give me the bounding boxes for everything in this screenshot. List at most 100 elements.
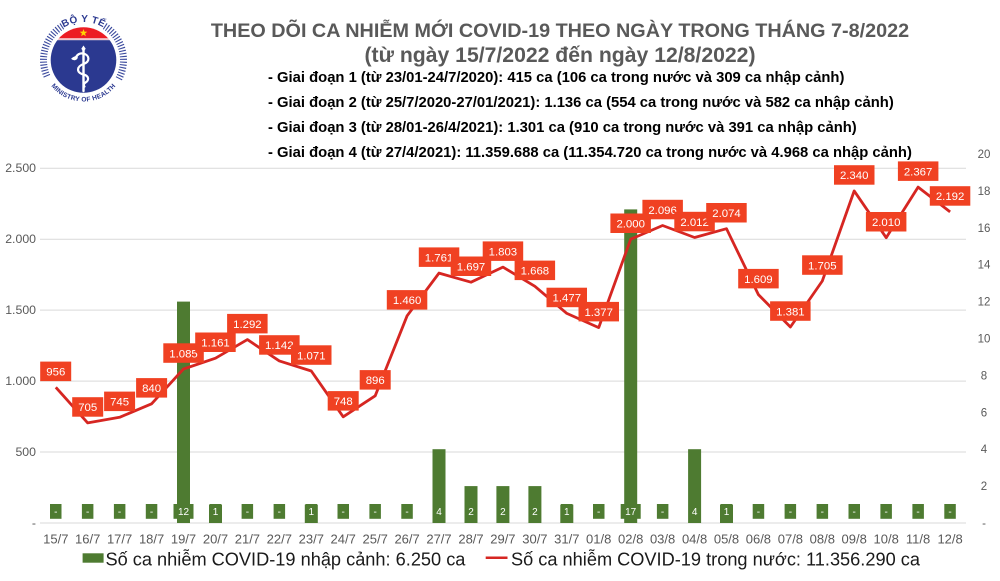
svg-text:2.500: 2.500 [5, 161, 36, 175]
svg-text:1.142: 1.142 [265, 340, 294, 352]
svg-text:-: - [982, 518, 986, 530]
svg-text:1.761: 1.761 [425, 252, 454, 264]
svg-text:1.705: 1.705 [808, 260, 837, 272]
svg-text:1.085: 1.085 [169, 348, 198, 360]
svg-text:2: 2 [468, 507, 474, 518]
svg-text:2.000: 2.000 [616, 219, 645, 231]
svg-text:2.192: 2.192 [936, 191, 965, 203]
svg-text:1: 1 [564, 507, 570, 518]
svg-text:1.477: 1.477 [553, 293, 582, 305]
svg-text:-: - [661, 507, 664, 518]
svg-text:1.668: 1.668 [521, 266, 550, 278]
svg-text:26/7: 26/7 [394, 531, 419, 546]
svg-text:1.071: 1.071 [297, 350, 326, 362]
svg-text:745: 745 [110, 397, 129, 409]
svg-text:20: 20 [978, 149, 991, 161]
svg-text:05/8: 05/8 [714, 531, 739, 546]
svg-text:18: 18 [978, 186, 991, 198]
svg-text:23/7: 23/7 [299, 531, 324, 546]
svg-text:19/7: 19/7 [171, 531, 196, 546]
svg-text:20/7: 20/7 [203, 531, 228, 546]
svg-text:-: - [789, 507, 792, 518]
svg-text:12: 12 [978, 297, 991, 309]
svg-text:6: 6 [981, 407, 987, 419]
svg-text:11/8: 11/8 [906, 531, 930, 546]
svg-text:-: - [86, 507, 89, 518]
svg-text:-: - [54, 507, 57, 518]
svg-text:4: 4 [692, 507, 698, 518]
svg-text:2.010: 2.010 [872, 217, 901, 229]
svg-text:-: - [342, 507, 345, 518]
svg-text:956: 956 [46, 367, 65, 379]
svg-text:-: - [32, 516, 36, 530]
svg-text:500: 500 [15, 445, 36, 459]
svg-text:21/7: 21/7 [235, 531, 260, 546]
svg-text:-: - [150, 507, 153, 518]
svg-text:896: 896 [366, 375, 385, 387]
svg-text:1.460: 1.460 [393, 295, 422, 307]
svg-text:-: - [278, 507, 281, 518]
svg-text:04/8: 04/8 [682, 531, 707, 546]
svg-text:24/7: 24/7 [331, 531, 356, 546]
svg-text:18/7: 18/7 [139, 531, 164, 546]
svg-text:28/7: 28/7 [458, 531, 483, 546]
svg-text:10/8: 10/8 [874, 531, 899, 546]
svg-text:2.340: 2.340 [840, 170, 869, 182]
svg-text:2.096: 2.096 [648, 205, 677, 217]
svg-text:1: 1 [724, 507, 730, 518]
svg-text:-: - [118, 507, 121, 518]
svg-text:1.292: 1.292 [233, 319, 262, 331]
svg-text:02/8: 02/8 [618, 531, 643, 546]
svg-text:06/8: 06/8 [746, 531, 771, 546]
svg-text:1.161: 1.161 [201, 338, 230, 350]
svg-text:-: - [374, 507, 377, 518]
svg-text:BỘ Y TẾ: BỘ Y TẾ [60, 12, 108, 30]
svg-text:17/7: 17/7 [107, 531, 132, 546]
svg-text:-: - [885, 507, 888, 518]
svg-text:1.377: 1.377 [584, 307, 613, 319]
svg-text:8: 8 [981, 370, 987, 382]
svg-text:-: - [821, 507, 824, 518]
svg-text:16/7: 16/7 [75, 531, 100, 546]
svg-text:2.074: 2.074 [712, 208, 741, 220]
svg-text:1.381: 1.381 [776, 306, 805, 318]
svg-text:Số ca nhiễm COVID-19 nhập cảnh: Số ca nhiễm COVID-19 nhập cảnh: 6.250 ca [106, 549, 467, 570]
svg-text:1.609: 1.609 [744, 274, 773, 286]
svg-text:1.500: 1.500 [5, 303, 36, 317]
svg-text:1.000: 1.000 [5, 374, 36, 388]
svg-text:1: 1 [309, 507, 315, 518]
svg-text:30/7: 30/7 [522, 531, 547, 546]
svg-text:-: - [246, 507, 249, 518]
svg-text:4: 4 [436, 507, 442, 518]
svg-text:09/8: 09/8 [842, 531, 867, 546]
svg-text:29/7: 29/7 [490, 531, 515, 546]
svg-text:Số ca nhiễm COVID-19 trong nướ: Số ca nhiễm COVID-19 trong nước: 11.356.… [511, 549, 921, 570]
svg-text:2.367: 2.367 [904, 166, 933, 178]
svg-text:748: 748 [334, 396, 353, 408]
svg-text:1.803: 1.803 [489, 246, 518, 258]
svg-text:1.697: 1.697 [457, 262, 486, 274]
svg-text:15/7: 15/7 [43, 531, 68, 546]
svg-text:-: - [853, 507, 856, 518]
svg-text:16: 16 [978, 223, 991, 235]
svg-text:31/7: 31/7 [554, 531, 579, 546]
svg-text:25/7: 25/7 [363, 531, 388, 546]
svg-text:-: - [916, 507, 919, 518]
svg-text:840: 840 [142, 383, 161, 395]
svg-text:27/7: 27/7 [426, 531, 451, 546]
svg-text:22/7: 22/7 [267, 531, 292, 546]
svg-text:12/8: 12/8 [937, 531, 962, 546]
svg-text:08/8: 08/8 [810, 531, 835, 546]
svg-text:-: - [948, 507, 951, 518]
svg-text:07/8: 07/8 [778, 531, 803, 546]
svg-text:17: 17 [625, 507, 637, 518]
svg-text:03/8: 03/8 [650, 531, 675, 546]
svg-text:2: 2 [532, 507, 538, 518]
svg-text:2: 2 [981, 481, 987, 493]
svg-text:2: 2 [500, 507, 506, 518]
svg-text:2.000: 2.000 [5, 232, 36, 246]
svg-text:-: - [757, 507, 760, 518]
svg-text:4: 4 [981, 444, 988, 456]
svg-text:705: 705 [78, 402, 97, 414]
svg-text:2.012: 2.012 [680, 217, 709, 229]
